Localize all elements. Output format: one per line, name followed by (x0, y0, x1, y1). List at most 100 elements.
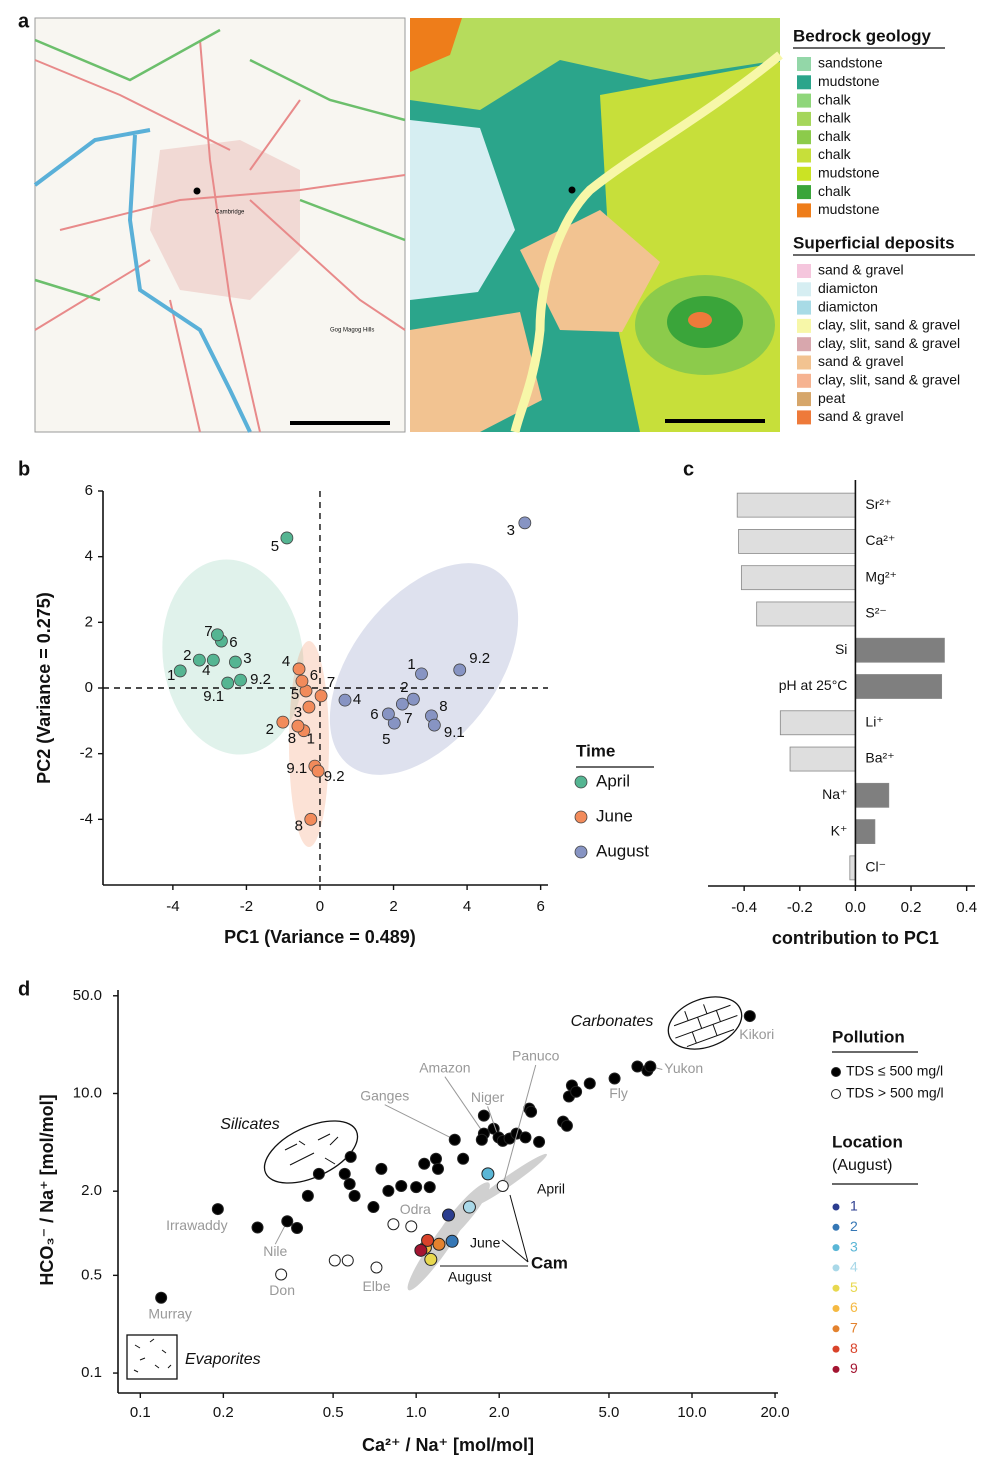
legend-marker (832, 1365, 840, 1373)
legend-label: sandstone (818, 55, 883, 71)
point-label: Amazon (419, 1059, 470, 1075)
point-label: 4 (202, 662, 210, 679)
category-label: Cl⁻ (865, 859, 886, 875)
legend-label: 2 (850, 1218, 858, 1234)
legend-label: TDS > 500 mg/l (846, 1085, 944, 1101)
point-label: 9.1 (203, 688, 224, 705)
point-label: Murray (148, 1305, 192, 1321)
point (423, 1181, 436, 1194)
point (341, 1254, 354, 1267)
x-tick-label: 20.0 (760, 1404, 789, 1421)
bar (738, 529, 856, 554)
category-label: Ba²⁺ (865, 750, 894, 766)
point-label: 2 (400, 679, 408, 696)
bar (736, 492, 856, 518)
x-tick-label: -0.4 (731, 899, 757, 916)
point-label: Niger (471, 1089, 505, 1105)
point (155, 1291, 168, 1304)
point (496, 1179, 509, 1192)
y-tick-label: 0.5 (81, 1266, 102, 1283)
point (415, 667, 428, 681)
roads-green (34, 28, 406, 302)
point-label: Fly (609, 1085, 628, 1101)
point (525, 1105, 538, 1118)
roads (34, 39, 406, 433)
legend-label: 8 (850, 1340, 858, 1356)
point (644, 1060, 657, 1073)
x-tick-label: 10.0 (677, 1404, 706, 1421)
legend-marker (574, 810, 588, 824)
point (410, 1181, 423, 1194)
scale-bar (665, 419, 765, 423)
legend-label: chalk (818, 110, 852, 126)
bar (855, 674, 943, 699)
point (234, 673, 247, 687)
bar (740, 565, 856, 591)
category-label: pH at 25°C (779, 677, 848, 693)
y-tick-label: 6 (85, 482, 93, 499)
legend-label: chalk (818, 146, 852, 162)
map-label: Gog Magog Hills (330, 328, 374, 334)
point (477, 1109, 490, 1122)
legend-swatch (797, 355, 811, 370)
geology-map (410, 18, 783, 434)
carbonates-zone (667, 996, 743, 1050)
annotation: June (470, 1235, 501, 1251)
legend-label: mudstone (818, 165, 880, 181)
point (348, 1189, 361, 1202)
point-label: 8 (439, 698, 447, 715)
legend-label: TDS ≤ 500 mg/l (846, 1063, 943, 1079)
point-label: 9.2 (469, 650, 490, 667)
legend-swatch (797, 166, 811, 181)
cam-range (473, 1153, 547, 1207)
geology-unit (410, 312, 542, 432)
legend-label: mudstone (818, 73, 880, 89)
annotation: August (448, 1269, 492, 1285)
point (608, 1072, 621, 1085)
y-tick-label: 0 (85, 679, 93, 696)
point (281, 1215, 294, 1228)
category-label: Sr²⁺ (865, 496, 891, 512)
point-label: Nile (263, 1243, 287, 1259)
point-label: Odra (400, 1201, 431, 1217)
y-axis-title: PC2 (Variance = 0.275) (34, 592, 54, 784)
category-label: S²⁻ (865, 605, 886, 621)
scale-bar (290, 421, 390, 425)
category-label: Mg²⁺ (865, 568, 897, 584)
legend-label: chalk (818, 91, 852, 107)
legend-label: 7 (850, 1320, 858, 1336)
x-axis-title: Ca²⁺ / Na⁺ [mol/mol] (362, 1435, 534, 1455)
x-tick-label: 0.5 (323, 1404, 344, 1421)
point (292, 662, 306, 676)
y-tick-label: 0.1 (81, 1364, 102, 1381)
point (192, 653, 206, 667)
point (414, 1243, 428, 1257)
bar (849, 855, 856, 881)
point (481, 1167, 495, 1181)
legend-marker (832, 1203, 840, 1211)
point (276, 715, 290, 729)
legend-marker (832, 1244, 840, 1252)
point-label: 8 (295, 817, 303, 834)
point (367, 1201, 380, 1214)
street-map: Cambridge Gog Magog Hills (33, 17, 406, 433)
y-tick-label: 2.0 (81, 1182, 102, 1199)
legend-label: 9 (850, 1360, 858, 1376)
point-label: Ganges (360, 1087, 409, 1103)
point (328, 1254, 341, 1267)
legend-swatch (797, 410, 811, 425)
point (570, 1085, 583, 1098)
point (338, 1167, 351, 1180)
x-tick-label: 0.4 (956, 899, 977, 916)
x-tick-label: 5.0 (599, 1404, 620, 1421)
point-label: Elbe (362, 1278, 390, 1294)
legend-swatch (797, 392, 811, 407)
point-label: 6 (310, 667, 318, 684)
legend-title: Location (832, 1132, 903, 1151)
y-tick-label: -2 (80, 745, 93, 762)
point (206, 653, 220, 667)
point (344, 1150, 357, 1163)
point (421, 1233, 435, 1247)
legend-marker (832, 1305, 840, 1312)
point (343, 1178, 356, 1191)
